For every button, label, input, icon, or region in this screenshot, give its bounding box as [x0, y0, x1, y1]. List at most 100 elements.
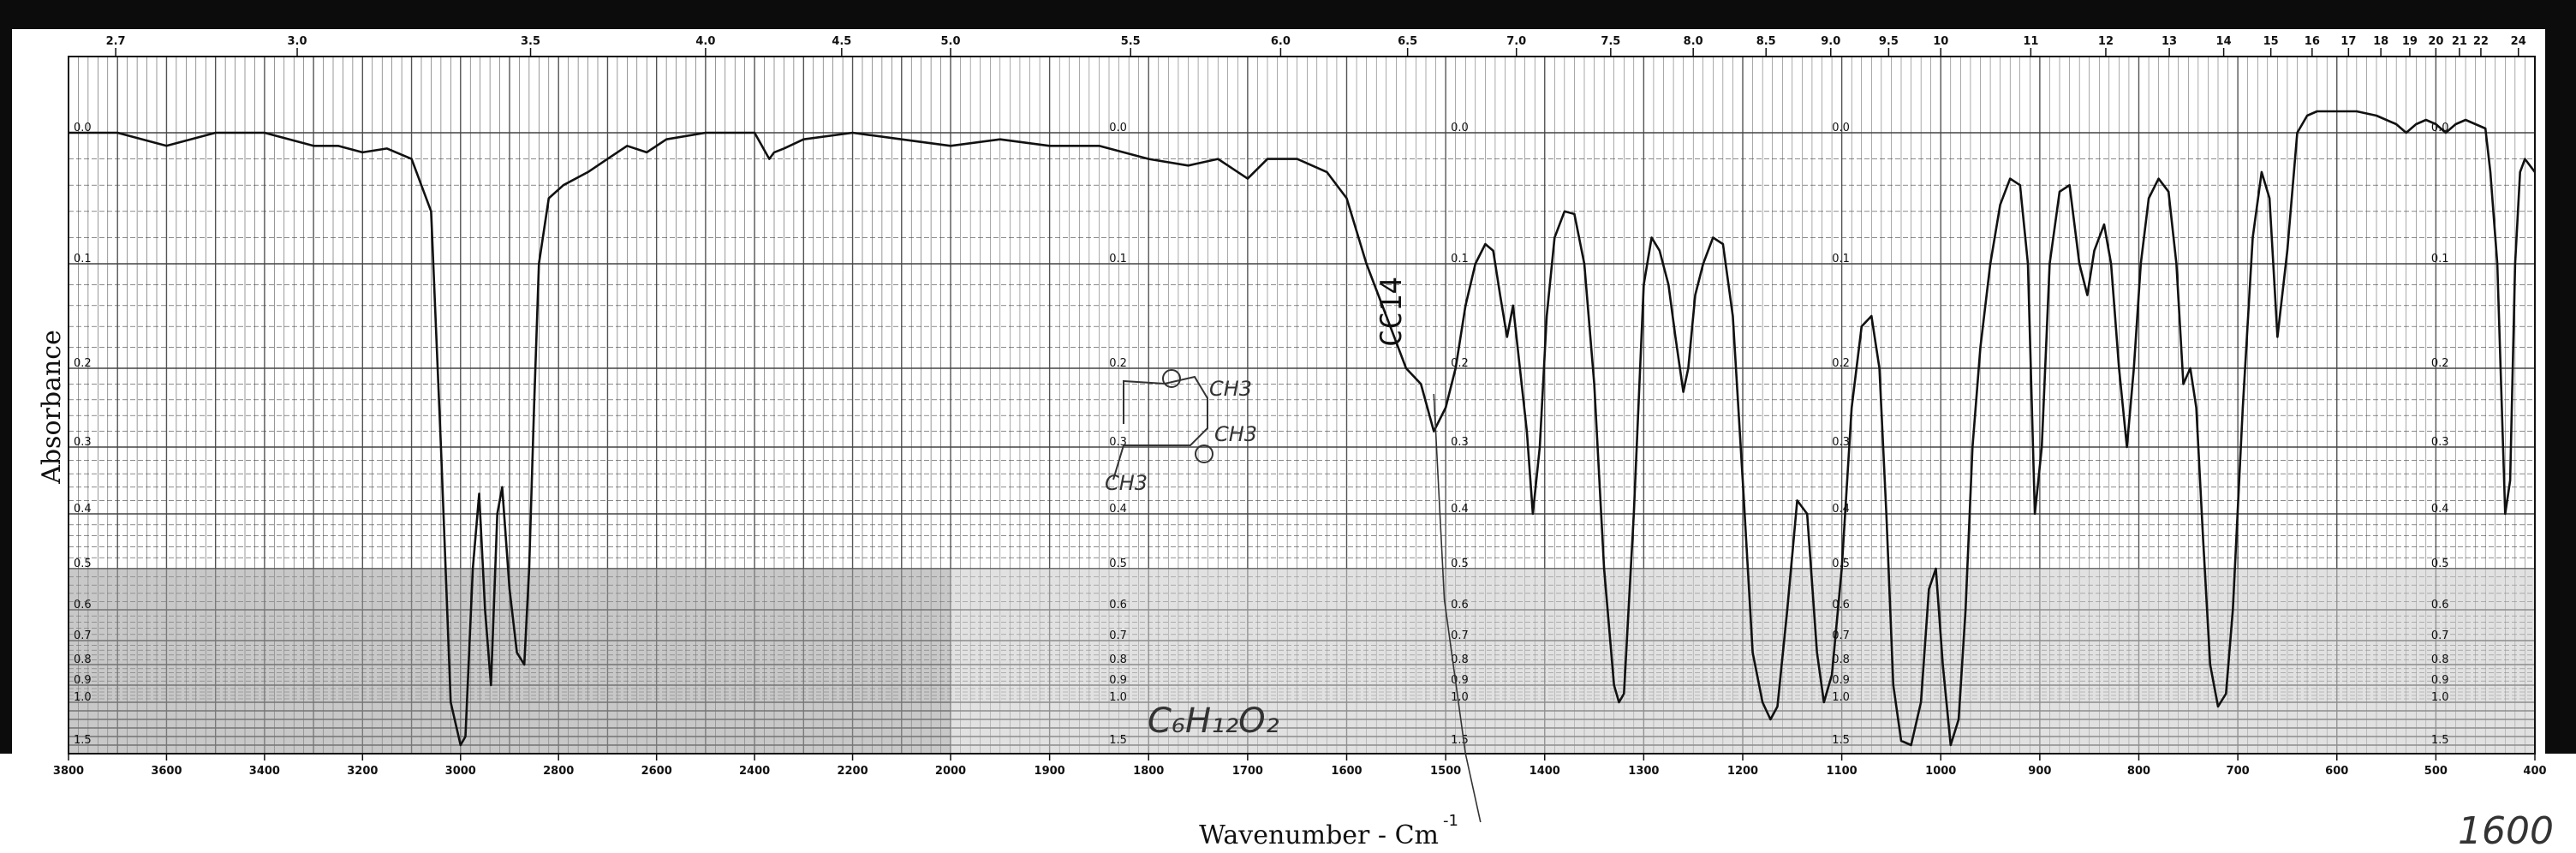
solvent-label: CC14	[1374, 277, 1409, 347]
y-tick-label: 0.4	[1109, 503, 1127, 516]
top-tick-label: 7.0	[1506, 35, 1526, 48]
top-tick-label: 6.5	[1398, 35, 1417, 48]
top-tick-label: 15	[2263, 35, 2279, 48]
x-tick-label: 600	[2325, 765, 2348, 778]
x-tick-label: 500	[2424, 765, 2448, 778]
y-tick-label: 0.9	[1451, 674, 1469, 687]
x-tick-label: 1700	[1232, 765, 1263, 778]
y-tick-label: 0.5	[74, 558, 92, 570]
x-tick-label: 3000	[445, 765, 476, 778]
top-tick-label: 4.0	[695, 35, 715, 48]
y-tick-label: 0.6	[1109, 599, 1127, 611]
x-tick-label: 3800	[53, 765, 84, 778]
top-tick-label: 2.7	[106, 35, 126, 48]
y-tick-label: 0.9	[74, 674, 92, 687]
top-tick-label: 18	[2373, 35, 2388, 48]
x-tick-label: 2400	[739, 765, 770, 778]
x-axis-title-unit-exponent: -1	[1443, 812, 1458, 830]
y-tick-label: 0.1	[1451, 253, 1469, 265]
top-tick-label: 14	[2216, 35, 2232, 48]
bottom-shading	[69, 569, 2535, 754]
y-tick-label: 0.7	[74, 629, 92, 642]
y-tick-label: 0.0	[1832, 122, 1850, 134]
y-tick-label: 0.9	[1109, 674, 1127, 687]
y-tick-label: 0.2	[2431, 357, 2449, 370]
series-group	[69, 110, 2537, 823]
x-tick-label: 1800	[1133, 765, 1164, 778]
y-tick-label: 0.3	[1109, 436, 1127, 449]
top-tick-label: 5.5	[1121, 35, 1141, 48]
top-tick-label: 4.5	[832, 35, 851, 48]
y-tick-label: 0.9	[1832, 674, 1850, 687]
y-tick-label: 0.5	[2431, 558, 2449, 570]
x-tick-label: 1600	[1331, 765, 1362, 778]
y-tick-label: 0.6	[2431, 599, 2449, 611]
structure-methyl-label-1: CH3	[1209, 377, 1252, 401]
structure-methyl-label-3: CH3	[1105, 471, 1148, 495]
plot-frame	[68, 56, 2536, 755]
shaded-band-right	[951, 569, 2535, 754]
ring-oxygen-upper	[1162, 369, 1181, 388]
y-tick-label: 0.2	[1109, 357, 1127, 370]
y-tick-label: 1.0	[1451, 691, 1469, 704]
top-tick-label: 17	[2340, 35, 2356, 48]
x-tick-label: 700	[2227, 765, 2250, 778]
formula-annotation: C₆H₁₂O₂	[1148, 701, 1279, 741]
x-tick-label: 400	[2523, 765, 2546, 778]
y-tick-label: 0.2	[1451, 357, 1469, 370]
top-tick-label: 8.0	[1684, 35, 1703, 48]
top-tick-label: 9.0	[1821, 35, 1840, 48]
y-tick-label: 0.1	[1832, 253, 1850, 265]
top-tick-label: 24	[2511, 35, 2526, 48]
y-tick-label: 0.3	[74, 436, 92, 449]
y-tick-label: 1.0	[74, 691, 92, 704]
y-tick-label: 0.7	[1109, 629, 1127, 642]
y-tick-label: 1.0	[1832, 691, 1850, 704]
methyl-bond	[1112, 444, 1124, 480]
x-tick-label: 3400	[249, 765, 280, 778]
y-tick-label: 0.1	[1109, 253, 1127, 265]
structure-sketch	[1112, 369, 1213, 480]
top-tick-label: 21	[2452, 35, 2467, 48]
top-tick-label: 6.0	[1271, 35, 1291, 48]
y-tick-label: 0.8	[74, 653, 92, 666]
top-tick-label: 12	[2098, 35, 2114, 48]
left-dark-band	[0, 29, 12, 754]
y-tick-label: 0.2	[1832, 357, 1850, 370]
y-tick-label: 0.2	[74, 357, 92, 370]
top-tick-label: 8.5	[1756, 35, 1776, 48]
x-tick-label: 1300	[1628, 765, 1659, 778]
shaded-band-left	[69, 569, 951, 754]
x-tick-label: 800	[2127, 765, 2150, 778]
y-axis-title: Absorbance	[37, 330, 67, 485]
y-tick-label: 0.1	[2431, 253, 2449, 265]
y-tick-label: 0.6	[74, 599, 92, 611]
top-tick-label: 10	[1933, 35, 1948, 48]
x-tick-label: 3200	[347, 765, 378, 778]
y-tick-label: 0.0	[74, 122, 92, 134]
y-tick-label: 0.3	[1451, 436, 1469, 449]
solvent-pointer-line	[1433, 393, 1482, 823]
ring-oxygen-lower	[1195, 444, 1213, 463]
y-tick-label: 0.7	[1451, 629, 1469, 642]
y-tick-label: 1.0	[1109, 691, 1127, 704]
y-tick-label: 1.5	[74, 734, 92, 747]
annotations: Absorbance Wavenumber - Cm -1 CC14 C₆H₁₂…	[37, 277, 2554, 853]
y-tick-label: 0.8	[1451, 653, 1469, 666]
y-tick-label: 0.7	[2431, 629, 2449, 642]
y-tick-label: 1.5	[2431, 734, 2449, 747]
right-dark-band	[2545, 0, 2576, 754]
y-tick-label: 1.0	[2431, 691, 2449, 704]
structure-methyl-label-2: CH3	[1214, 422, 1257, 446]
x-tick-label: 1100	[1827, 765, 1857, 778]
spectrum-line	[69, 110, 2537, 747]
y-tick-label: 0.8	[2431, 653, 2449, 666]
top-dark-band	[0, 0, 2576, 29]
top-tick-label: 9.5	[1879, 35, 1899, 48]
y-tick-label: 1.5	[1109, 734, 1127, 747]
x-tick-label: 3600	[151, 765, 182, 778]
top-tick-label: 11	[2023, 35, 2038, 48]
y-tick-label: 0.0	[1451, 122, 1469, 134]
axes	[68, 48, 2536, 761]
